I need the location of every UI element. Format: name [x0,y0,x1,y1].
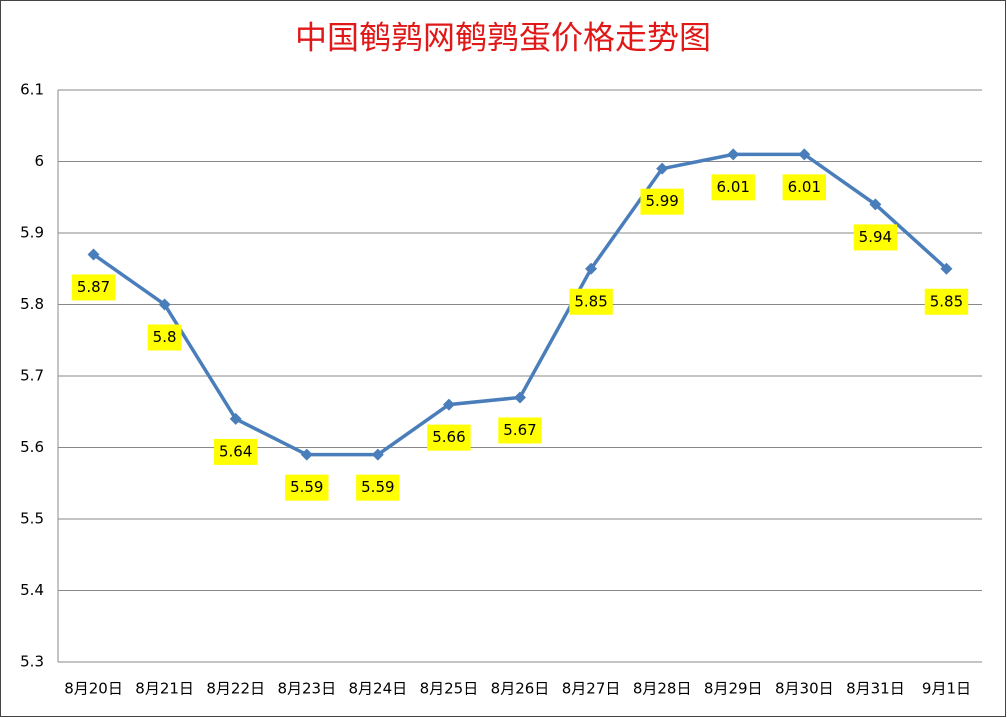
data-label-box [853,224,898,251]
x-tick-label: 8月29日 [704,680,763,698]
x-tick-label: 8月20日 [64,680,123,698]
data-label-text: 5.85 [930,292,963,310]
marker [869,198,882,211]
marker [656,162,669,175]
y-tick-label: 6 [34,152,44,170]
y-tick-label: 5.7 [20,367,44,385]
y-tick-label: 5.9 [20,224,44,242]
data-label: 5.59 [356,474,400,501]
chart-title: 中国鹌鹑网鹌鹑蛋价格走势图 [295,19,711,57]
data-label-box [711,174,755,201]
data-label-text: 5.85 [574,292,607,310]
marker [371,448,384,461]
y-tick-label: 5.3 [20,653,44,671]
data-label-text: 5.8 [153,328,177,346]
marker [229,412,242,425]
marker [514,391,526,404]
data-label-text: 6.01 [788,178,821,196]
data-label-text: 5.67 [503,421,536,439]
data-label: 5.99 [640,188,684,215]
y-tick-label: 6.1 [20,81,44,99]
data-label: 5.64 [213,438,258,465]
marker [585,262,598,275]
data-label-text: 6.01 [717,178,750,196]
x-tick-label: 8月21日 [135,680,194,698]
data-label-box [285,474,329,501]
x-tick-label: 8月31日 [846,680,905,698]
x-tick-label: 8月30日 [775,680,834,698]
y-tick-label: 5.5 [20,510,44,528]
y-tick-label: 5.4 [20,581,44,599]
data-label: 5.59 [285,474,329,501]
data-label: 5.67 [498,417,542,444]
data-label-text: 5.59 [361,478,394,496]
x-tick-label: 8月23日 [277,680,336,698]
data-label: 5.66 [427,424,471,451]
marker [442,398,455,411]
data-label-text: 5.99 [645,192,678,210]
data-label-box [924,288,969,315]
data-label-box [147,324,182,351]
data-label-box [569,288,613,315]
data-label-box [782,174,827,201]
data-label-box [498,417,542,444]
data-label-box [640,188,684,215]
data-label-box [213,438,258,465]
y-tick-label: 5.8 [20,295,44,313]
data-label: 5.94 [853,224,898,251]
data-label-text: 5.64 [219,442,252,460]
x-tick-label: 8月22日 [206,680,265,698]
data-label-text: 5.94 [859,228,892,246]
data-label: 6.01 [782,174,827,201]
data-label-box [427,424,471,451]
x-tick-label: 8月27日 [562,680,621,698]
x-tick-label: 9月1日 [922,680,971,698]
x-tick-label: 8月24日 [349,680,408,698]
data-label: 5.87 [71,274,116,301]
data-label: 5.8 [147,324,182,351]
data-label: 6.01 [711,174,755,201]
marker [727,148,740,161]
y-tick-label: 5.6 [20,438,44,456]
marker [300,448,313,461]
marker [798,148,811,161]
marker [158,298,171,311]
x-tick-label: 8月28日 [633,680,692,698]
x-tick-label: 8月26日 [491,680,550,698]
data-label: 5.85 [569,288,613,315]
data-label-box [356,474,400,501]
data-label-text: 5.87 [77,278,110,296]
data-label: 5.85 [924,288,969,315]
x-tick-label: 8月25日 [420,680,479,698]
data-label-box [71,274,116,301]
marker [940,262,953,275]
marker [87,248,100,261]
data-label-text: 5.59 [290,478,323,496]
data-label-text: 5.66 [432,428,465,446]
